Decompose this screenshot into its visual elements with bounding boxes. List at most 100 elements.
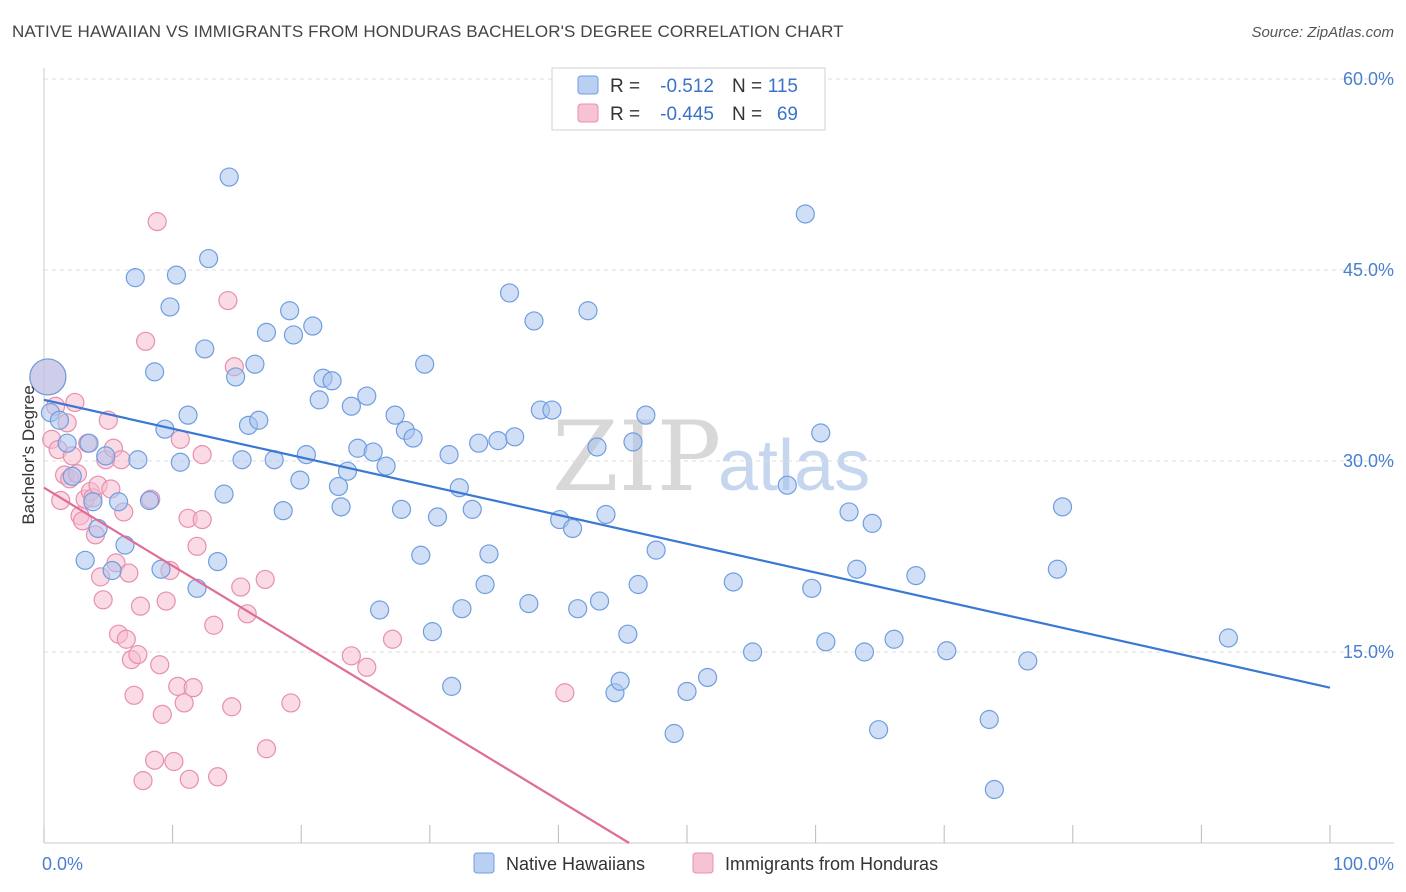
legend: R = -0.512 N = 115 R = -0.445 N = 69 — [551, 67, 826, 131]
data-point-honduras — [179, 769, 199, 789]
data-point-native-hawaiian — [322, 371, 342, 391]
data-point-honduras — [119, 563, 139, 583]
data-point-native-hawaiian — [869, 720, 889, 740]
data-point-native-hawaiian — [587, 437, 607, 457]
x-tick-label-max: 100.0% — [1333, 854, 1394, 874]
data-point-native-hawaiian — [139, 490, 160, 511]
y-tick-label: 30.0% — [1343, 451, 1394, 471]
data-point-native-hawaiian — [83, 492, 103, 512]
watermark-zip: ZIP — [552, 401, 721, 513]
data-point-native-hawaiian — [697, 667, 718, 688]
y-tick-labels: 15.0% 30.0% 45.0% 60.0% — [1343, 69, 1394, 662]
data-point-honduras — [170, 429, 190, 449]
data-point-native-hawaiian — [462, 499, 482, 519]
data-point-honduras — [255, 569, 275, 590]
data-point-native-hawaiian — [195, 339, 215, 359]
trend-line-immigrants-from-honduras — [43, 486, 630, 844]
data-point-native-hawaiian — [524, 311, 544, 331]
y-tick-label: 60.0% — [1343, 69, 1394, 89]
data-point-native-hawaiian — [49, 410, 70, 430]
data-point-native-hawaiian — [108, 492, 129, 512]
data-point-native-hawaiian — [245, 354, 265, 374]
legend-n-value: 69 — [777, 104, 798, 125]
data-point-native-hawaiian — [519, 594, 539, 614]
data-point-native-hawaiian — [723, 572, 743, 592]
data-point-native-hawaiian — [303, 316, 323, 336]
data-point-native-hawaiian — [57, 433, 77, 453]
data-point-native-hawaiian — [115, 535, 135, 555]
x-tick-labels: 0.0% 100.0% — [42, 854, 1394, 874]
data-point-native-hawaiian — [166, 265, 187, 285]
legend-r-value: -0.445 — [660, 104, 714, 125]
data-point-native-hawaiian — [79, 433, 99, 453]
data-point-native-hawaiian — [742, 642, 763, 662]
data-point-native-hawaiian — [795, 204, 815, 224]
data-point-native-hawaiian — [208, 551, 228, 572]
chart-title: NATIVE HAWAIIAN VS IMMIGRANTS FROM HONDU… — [12, 22, 844, 41]
data-point-native-hawaiian — [376, 456, 396, 476]
data-point-honduras — [156, 591, 176, 611]
data-point-honduras — [281, 693, 301, 713]
data-point-native-hawaiian — [623, 432, 643, 452]
data-point-honduras — [150, 655, 170, 675]
y-tick-label: 15.0% — [1343, 642, 1394, 662]
data-point-native-hawaiian — [403, 428, 423, 448]
data-point-native-hawaiian — [199, 248, 219, 269]
data-point-native-hawaiian — [309, 390, 329, 410]
data-point-native-hawaiian — [96, 446, 116, 466]
data-point-native-hawaiian — [331, 497, 351, 517]
data-point-native-hawaiian — [568, 599, 588, 619]
data-point-honduras — [128, 644, 148, 665]
data-point-native-hawaiian — [160, 297, 180, 317]
data-point-native-hawaiian — [290, 470, 310, 490]
data-point-honduras — [192, 445, 212, 465]
trend-line-native-hawaiians — [43, 398, 1331, 689]
data-point-native-hawaiian — [422, 622, 442, 642]
data-point-native-hawaiian — [937, 641, 957, 661]
data-point-honduras — [164, 751, 184, 772]
data-point-honduras — [555, 683, 575, 703]
source-label: Source: ZipAtlas.com — [1251, 24, 1394, 41]
data-point-honduras — [218, 290, 238, 311]
data-point-native-hawaiian — [125, 268, 145, 288]
data-point-native-hawaiian — [442, 676, 462, 696]
data-point-native-hawaiian — [628, 574, 648, 595]
data-point-native-hawaiian — [391, 499, 412, 519]
data-point-native-hawaiian — [475, 574, 495, 595]
data-point-native-hawaiian — [677, 681, 697, 702]
data-point-native-hawaiian — [664, 723, 684, 744]
data-point-native-hawaiian — [363, 442, 383, 462]
data-point-native-hawaiian — [415, 354, 435, 374]
data-point-native-hawaiian — [777, 475, 797, 495]
data-point-native-hawaiian — [214, 484, 234, 504]
data-point-native-hawaiian — [562, 518, 583, 539]
bottom-legend: Native Hawaiians Immigrants from Hondura… — [473, 852, 938, 874]
data-point-native-hawaiian — [283, 325, 304, 345]
data-point-honduras — [130, 596, 151, 616]
watermark: ZIP atlas — [552, 401, 870, 513]
data-point-honduras — [208, 767, 228, 787]
bottom-legend-label: Immigrants from Honduras — [725, 854, 938, 874]
data-point-native-hawaiian — [439, 445, 459, 465]
data-point-honduras — [183, 678, 203, 698]
data-point-native-hawaiian — [646, 540, 666, 560]
bottom-legend-label: Native Hawaiians — [506, 854, 645, 874]
data-point-native-hawaiian — [219, 167, 239, 187]
data-point-native-hawaiian — [479, 544, 499, 564]
data-point-native-hawaiian — [847, 559, 867, 579]
data-point-honduras — [174, 693, 194, 713]
data-point-honduras — [187, 536, 207, 556]
axes — [43, 68, 1394, 844]
data-point-native-hawaiian — [178, 405, 198, 425]
legend-swatch-native-hawaiians — [577, 75, 599, 95]
data-point-native-hawaiian — [542, 400, 562, 420]
data-point-native-hawaiian — [370, 600, 390, 620]
data-point-native-hawaiian — [385, 405, 405, 425]
data-point-native-hawaiian — [187, 578, 207, 598]
data-point-native-hawaiian — [884, 629, 904, 649]
data-point-native-hawaiian — [1018, 651, 1038, 671]
data-point-native-hawaiian — [906, 565, 926, 586]
data-point-native-hawaiian — [102, 560, 122, 581]
data-point-honduras — [341, 646, 361, 666]
